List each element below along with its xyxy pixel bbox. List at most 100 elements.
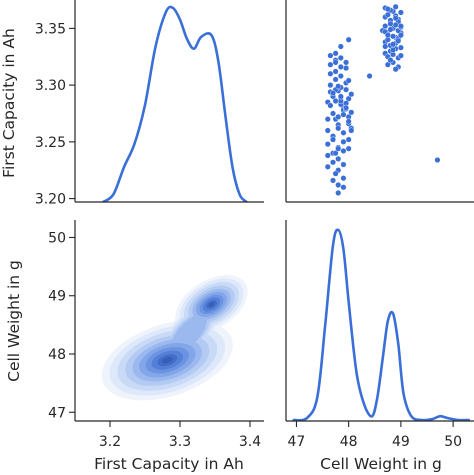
scatter-point	[330, 136, 337, 143]
scatter-point	[348, 91, 355, 98]
scatter-point	[384, 32, 391, 39]
weight-y-tick-label: 48	[48, 347, 66, 363]
scatter-point	[332, 59, 339, 66]
scatter-point	[332, 68, 339, 75]
scatter-point	[324, 127, 331, 134]
scatter-point	[330, 110, 337, 117]
bivariate-kde-contours	[101, 275, 248, 401]
weight-x-axis-title: Cell Weight in g	[320, 455, 442, 473]
scatter-point	[340, 184, 347, 191]
scatter-point	[345, 77, 352, 84]
weight-y-tick-label: 49	[48, 289, 66, 305]
weight-y-axis-title: Cell Weight in g	[5, 260, 23, 382]
scatter-point	[392, 3, 399, 10]
scatter-point	[390, 46, 397, 53]
scatter-point	[332, 97, 339, 104]
scatter-point	[345, 118, 352, 125]
scatter-point	[340, 161, 347, 168]
scatter-point	[397, 9, 404, 16]
scatter-point	[397, 52, 404, 59]
scatter-point	[332, 150, 339, 157]
scatter-point	[345, 36, 352, 43]
weight-y-tick-label: 47	[48, 405, 66, 421]
scatter-point	[337, 54, 344, 61]
scatter-point	[330, 159, 337, 166]
weight-x-tick-label: 48	[340, 434, 358, 450]
kde-contour-level	[208, 302, 215, 307]
scatter-point	[343, 65, 350, 72]
scatter-point	[327, 82, 334, 89]
weight-x-tick-label: 49	[392, 434, 410, 450]
scatter-point	[387, 26, 394, 33]
scatter-point	[345, 95, 352, 102]
scatter-point	[332, 50, 339, 57]
capacity-y-tick-label: 3.30	[35, 78, 66, 94]
scatter-point	[387, 57, 394, 64]
scatter-point	[343, 104, 350, 111]
capacity-y-axis-title: First Capacity in Ah	[0, 28, 18, 178]
scatter-point	[392, 21, 399, 28]
scatter-point	[335, 181, 342, 188]
scatter-point	[395, 37, 402, 44]
kde-contour-level	[162, 357, 173, 364]
weight-x-tick-label: 50	[444, 434, 462, 450]
scatter-point	[382, 23, 389, 30]
scatter-point	[343, 59, 350, 66]
capacity-y-tick-label: 3.35	[35, 21, 66, 37]
scatter-point	[332, 170, 339, 177]
scatter-point	[382, 43, 389, 50]
scatter-point	[335, 189, 342, 196]
capacity-kde-y-ticks: 3.20 3.25 3.30 3.35	[35, 21, 75, 208]
scatter-point	[337, 63, 344, 70]
scatter-points	[324, 3, 441, 196]
weight-kde-x-ticks: 47 48 49 50	[288, 421, 462, 450]
bivariate-ticks: 47 48 49 50 3.2 3.3 3.4	[48, 230, 261, 450]
scatter-point	[345, 145, 352, 152]
panel-weight-vs-capacity-scatter	[285, 0, 474, 203]
scatter-point	[340, 129, 347, 136]
scatter-point	[324, 163, 331, 170]
scatter-point	[392, 15, 399, 22]
scatter-point	[337, 93, 344, 100]
scatter-point	[397, 23, 404, 30]
scatter-point	[324, 141, 331, 148]
scatter-point	[340, 147, 347, 154]
scatter-point	[335, 145, 342, 152]
panel-capacity-kde: 3.20 3.25 3.30 3.35 First Capacity in Ah	[0, 0, 264, 208]
scatter-point	[397, 44, 404, 51]
scatter-point	[340, 175, 347, 182]
scatter-point	[337, 43, 344, 50]
scatter-point	[345, 136, 352, 143]
capacity-kde-curve	[101, 5, 248, 202]
scatter-point	[327, 102, 334, 109]
scatter-point	[340, 138, 347, 145]
scatter-point	[332, 76, 339, 83]
scatter-point	[390, 33, 397, 40]
scatter-point	[384, 6, 391, 13]
scatter-point	[340, 111, 347, 118]
capacity-x-tick-label: 3.3	[169, 434, 191, 450]
scatter-point	[348, 127, 355, 134]
weight-kde-curve	[292, 228, 471, 421]
scatter-point	[335, 125, 342, 132]
scatter-point	[366, 73, 373, 80]
scatter-point	[330, 90, 337, 97]
capacity-y-tick-label: 3.20	[35, 192, 66, 208]
scatter-point	[327, 61, 334, 68]
scatter-point	[324, 152, 331, 159]
scatter-point	[335, 155, 342, 162]
capacity-x-tick-label: 3.4	[239, 434, 261, 450]
capacity-y-tick-label: 3.25	[35, 135, 66, 151]
panel-bivariate-kde: 47 48 49 50 3.2 3.3 3.4 Cell Weight in g First…	[5, 220, 264, 473]
scatter-point	[337, 73, 344, 80]
scatter-point	[343, 86, 350, 93]
scatter-point	[324, 116, 331, 123]
capacity-x-axis-title: First Capacity in Ah	[94, 455, 244, 473]
scatter-point	[330, 177, 337, 184]
scatter-point	[327, 52, 334, 59]
scatter-point	[384, 61, 391, 68]
scatter-point	[348, 109, 355, 116]
scatter-point	[327, 70, 334, 77]
scatter-point	[392, 66, 399, 73]
